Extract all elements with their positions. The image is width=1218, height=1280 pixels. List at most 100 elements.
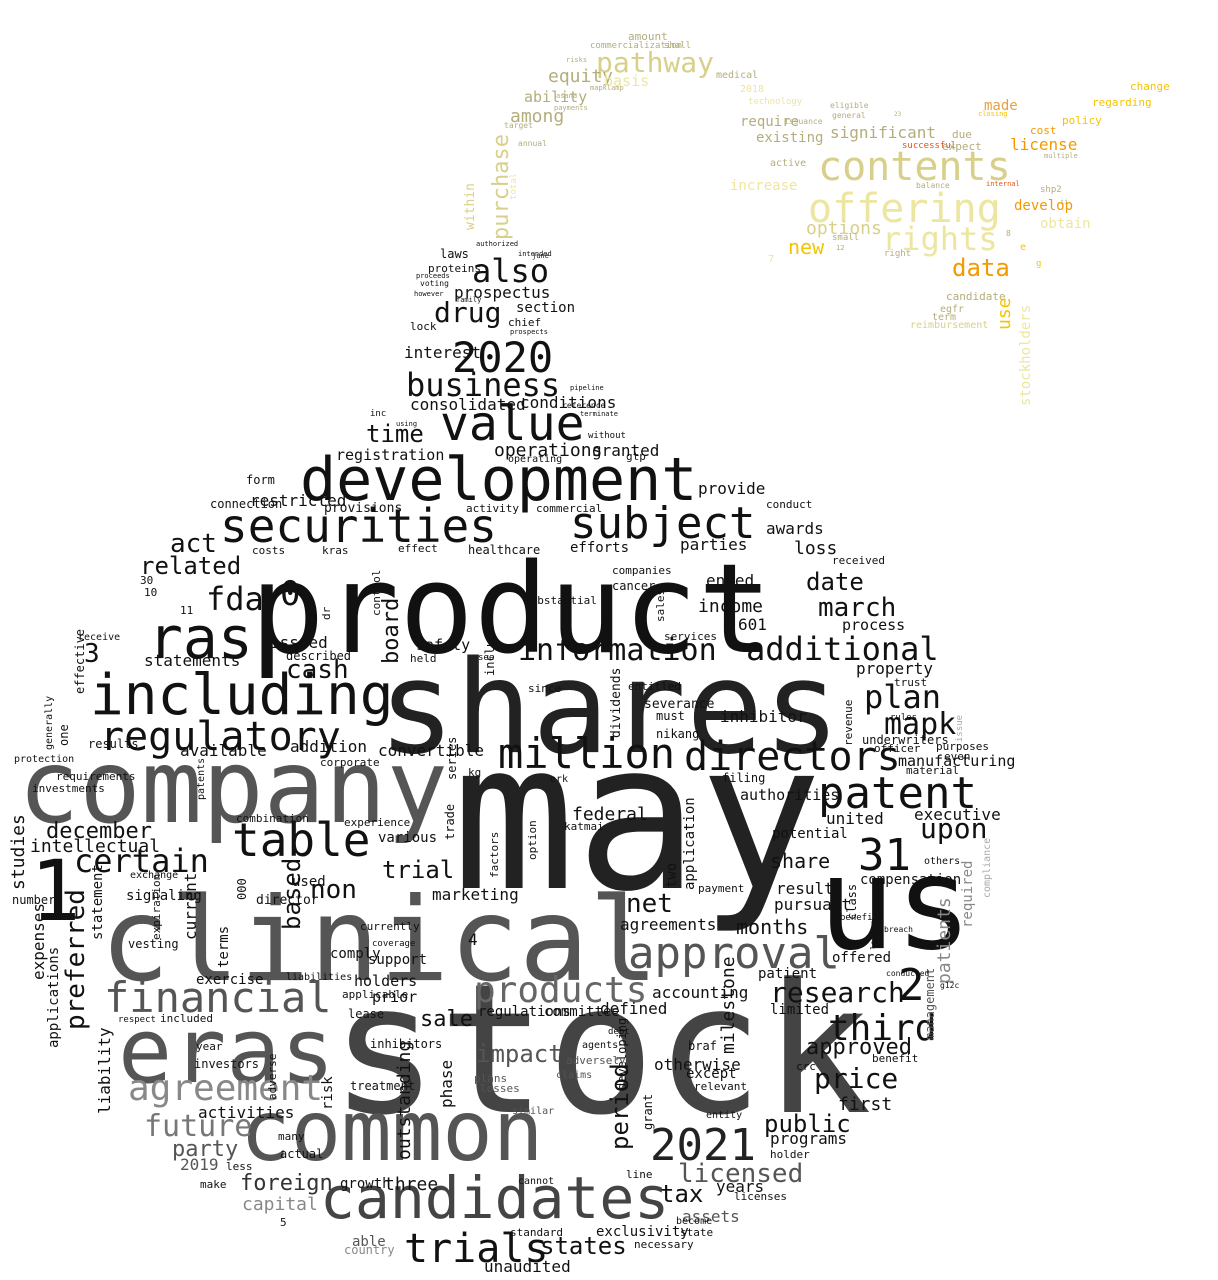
word-since: substantial — [524, 594, 597, 607]
word-purchase: purchase — [489, 134, 514, 240]
word-held: must — [656, 709, 685, 723]
word-2019: 2019 — [180, 1155, 219, 1174]
word-liabilities: 11 — [180, 604, 193, 617]
word-combination: patient — [758, 966, 817, 982]
word-trial: trial — [382, 856, 454, 884]
word-per: equity — [548, 66, 613, 87]
word-costs: defined — [600, 999, 667, 1018]
word-december: december — [46, 819, 152, 844]
word-employee: within — [463, 183, 478, 230]
word-fda: fda — [206, 580, 264, 618]
word-loss: loss — [794, 538, 837, 559]
word-foreign: foreign — [240, 1171, 333, 1196]
word-authorized: target — [504, 121, 533, 130]
word-research: research — [770, 976, 905, 1009]
word-program: cannot — [518, 1176, 554, 1187]
word-various: liabilities — [286, 972, 352, 983]
word-application: underwriters — [862, 733, 949, 747]
word-amended: ability — [524, 88, 587, 106]
word-issuance: cost — [1030, 124, 1057, 137]
word-crc: state — [680, 1226, 713, 1239]
word-terms: committee — [544, 1004, 620, 1020]
word-target: 2018 — [740, 84, 764, 95]
word-filing: licenses — [734, 1190, 787, 1203]
word-family: mapklamp — [590, 84, 624, 92]
word-impact: inhibitors — [370, 1037, 442, 1051]
word-nda: intended — [518, 250, 552, 258]
word-state: able — [352, 1234, 386, 1250]
word-include: exercise — [196, 972, 263, 988]
word-total: require — [740, 114, 799, 130]
word-united: united — [826, 809, 884, 828]
word-develop: develop — [1014, 198, 1073, 214]
word-programs: programs — [770, 1129, 847, 1148]
word-health: many — [278, 1130, 305, 1143]
word-patents: limited — [770, 1002, 829, 1018]
word-common: common — [240, 1082, 543, 1180]
word-regulations: risk — [320, 1076, 336, 1110]
word-less: currently — [360, 920, 420, 933]
word-restricted: sales — [654, 589, 667, 622]
word-three: three — [384, 1174, 438, 1195]
word-operations: operations — [494, 440, 602, 461]
word-efforts: effect — [398, 542, 438, 555]
word-price: price — [814, 1062, 898, 1095]
word-act: act — [170, 529, 217, 559]
word-companies: terms — [216, 926, 232, 968]
word-limited: relevant — [694, 1080, 747, 1093]
word-cell: held — [410, 652, 437, 665]
word-drugs: debt — [608, 1027, 630, 1037]
word-payment: revenue — [842, 700, 855, 746]
word-become: country — [344, 1243, 395, 1257]
word-day: authorized — [476, 240, 518, 248]
word-nikang: see — [478, 653, 494, 663]
word-information: information — [518, 633, 717, 668]
word-described: described — [286, 649, 351, 663]
word-million: million — [498, 729, 675, 778]
word-intended: family — [456, 296, 481, 304]
word-technology: internal — [986, 180, 1020, 188]
word-601: 601 — [738, 615, 767, 634]
word-securities: securities — [220, 499, 497, 553]
word-property: property — [856, 659, 933, 678]
word-treatment: trust — [894, 676, 927, 689]
word-among: right — [884, 249, 911, 259]
word-purposes: patents — [196, 758, 207, 800]
word-january: g12c — [940, 981, 959, 990]
word-must: services — [664, 630, 717, 643]
word-new: new — [788, 235, 825, 259]
word-receive: corporate — [320, 756, 380, 769]
word-19: benefits — [840, 913, 883, 923]
word-relevant: standard — [510, 1226, 563, 1239]
word-whether: without — [588, 431, 626, 441]
word-including: including — [90, 663, 393, 728]
word-used: payment — [698, 882, 744, 895]
word-candidates: candidates — [320, 1164, 669, 1232]
word-approval: approval — [628, 928, 840, 979]
word-outstanding: outstanding — [394, 1041, 415, 1160]
word-expect: regarding — [1092, 96, 1152, 109]
word-asana: successful — [902, 141, 956, 151]
word-may: may — [452, 699, 822, 937]
word-agreements: effective — [73, 629, 87, 694]
word-4: 4 — [468, 930, 478, 949]
word-provisions: control — [370, 570, 383, 616]
word-officer: combination — [236, 812, 309, 825]
word-applicable: statement — [90, 864, 106, 940]
word-single: claims — [556, 1070, 592, 1081]
word-two: class — [845, 884, 859, 920]
word-granted: granted — [592, 441, 659, 460]
word-offering: offering — [808, 186, 1001, 232]
word-cost: balance — [916, 181, 950, 190]
word-voting: payments — [554, 104, 588, 112]
word-results: milestone — [718, 956, 739, 1054]
word-claims: losses — [480, 1082, 520, 1095]
word-cash: cash — [286, 655, 349, 685]
word-1: 1 — [30, 842, 81, 940]
word-company: company — [18, 728, 448, 847]
word-form: companies — [612, 564, 672, 577]
word-shall: term — [932, 312, 956, 323]
word-executive: executive — [914, 805, 1001, 824]
word-active: laws — [440, 247, 469, 261]
word-make: applicable — [342, 988, 408, 1001]
